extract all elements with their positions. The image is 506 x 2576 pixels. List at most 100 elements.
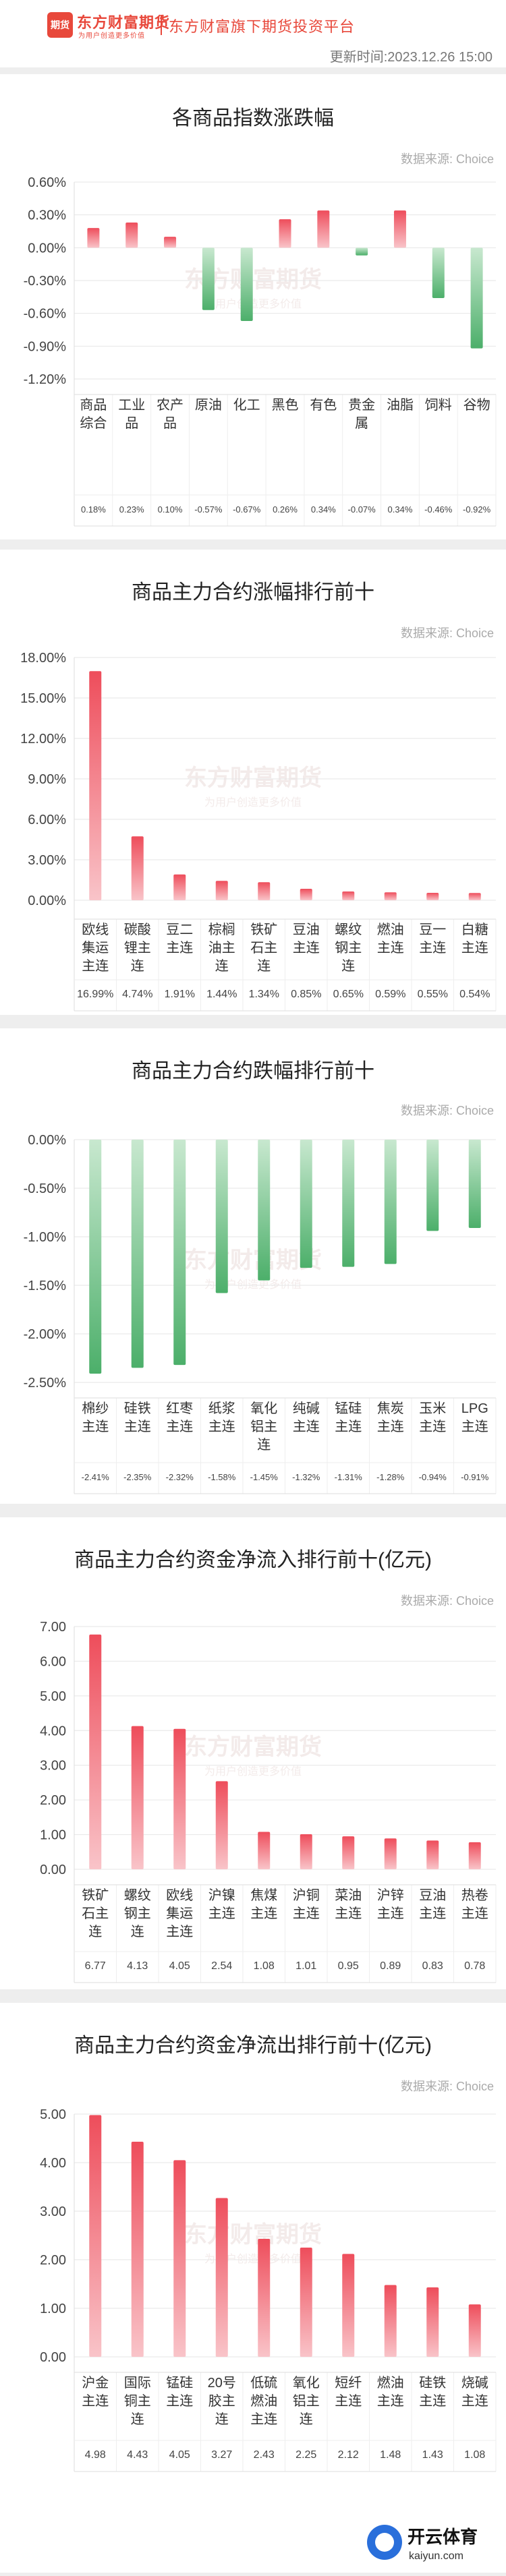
data-label: 0.85% bbox=[291, 989, 321, 1000]
bar bbox=[342, 1836, 355, 1869]
data-label: 0.34% bbox=[311, 504, 336, 515]
x-category-label: 主连 bbox=[461, 2393, 488, 2409]
bar bbox=[125, 223, 138, 248]
y-tick-label: 0.00 bbox=[40, 1863, 66, 1877]
x-category-label: 螺纹 bbox=[335, 922, 362, 937]
x-category-label: 燃油 bbox=[377, 2375, 404, 2391]
data-label: 4.05 bbox=[169, 1960, 190, 1972]
page-header: 期货 东方财富期货 为用户创造更多价值 东方财富旗下期货投资平台 更新时间:20… bbox=[0, 0, 506, 67]
y-tick-label: 7.00 bbox=[40, 1620, 66, 1635]
bar bbox=[384, 1140, 397, 1264]
watermark-sub: 为用户创造更多价值 bbox=[204, 1765, 302, 1778]
footer-logo-icon-inner bbox=[375, 2533, 394, 2552]
data-label: 6.77 bbox=[85, 1960, 106, 1972]
bar bbox=[300, 2248, 312, 2357]
chart-source: 数据来源: Choice bbox=[400, 1594, 494, 1608]
x-category-label: 主连 bbox=[166, 2393, 193, 2409]
x-category-label: 纯碱 bbox=[293, 1401, 320, 1416]
y-tick-label: -0.50% bbox=[24, 1181, 67, 1196]
x-category-label: 棕榈 bbox=[208, 922, 235, 937]
update-time-line: 更新时间:2023.12.26 15:00 bbox=[330, 46, 493, 65]
x-category-label: 豆二 bbox=[166, 923, 193, 937]
x-category-label: 主连 bbox=[208, 1419, 235, 1434]
x-category-label: 主连 bbox=[82, 958, 109, 974]
x-category-label: 豆油 bbox=[293, 922, 320, 937]
x-category-label: 20号 bbox=[208, 2376, 236, 2391]
x-category-label: 综合 bbox=[80, 415, 107, 431]
chart-title: 商品主力合约资金净流入排行前十(亿元) bbox=[74, 1549, 432, 1571]
x-category-label: 油脂 bbox=[387, 397, 414, 413]
x-category-label: 集运 bbox=[82, 940, 109, 956]
data-label: 1.43 bbox=[422, 2449, 443, 2461]
data-label: 2.12 bbox=[338, 2449, 359, 2461]
x-category-label: 氧化 bbox=[293, 2375, 320, 2391]
x-category-label: 低硫 bbox=[250, 2375, 277, 2391]
bar bbox=[432, 247, 445, 298]
chart-index-change: 东方财富期货为用户创造更多价值0.60%0.30%0.00%-0.30%-0.6… bbox=[24, 175, 497, 527]
y-tick-label: -0.60% bbox=[24, 307, 67, 322]
y-tick-label: -2.50% bbox=[24, 1376, 67, 1391]
x-category-label: 硅铁 bbox=[419, 2375, 446, 2391]
bar bbox=[89, 671, 102, 900]
bar bbox=[426, 1140, 439, 1231]
x-category-label: 胶主 bbox=[208, 2393, 235, 2409]
data-label: 1.08 bbox=[464, 2449, 485, 2461]
data-label: 1.34% bbox=[249, 989, 279, 1000]
watermark-sub: 为用户创造更多价值 bbox=[204, 2253, 302, 2265]
x-category-label: 主连 bbox=[419, 1906, 446, 1921]
bar bbox=[342, 1140, 355, 1267]
bar bbox=[468, 1140, 481, 1229]
x-category-label: 焦煤 bbox=[250, 1887, 277, 1903]
x-category-label: 连 bbox=[257, 958, 271, 974]
watermark-text: 东方财富期货 bbox=[184, 1247, 322, 1273]
x-category-label: 主连 bbox=[377, 1419, 404, 1434]
data-label: 0.10% bbox=[158, 504, 183, 515]
bar bbox=[215, 881, 228, 900]
x-category-label: 铜主 bbox=[124, 2393, 151, 2409]
brand-divider bbox=[161, 15, 162, 35]
chart-title: 商品主力合约跌幅排行前十 bbox=[132, 1060, 374, 1082]
y-tick-label: -1.00% bbox=[24, 1230, 67, 1245]
bar bbox=[164, 237, 177, 248]
y-tick-label: 0.30% bbox=[28, 208, 66, 223]
y-tick-label: 12.00% bbox=[20, 732, 66, 747]
footer-brand-logo: 开云体育 kaiyun.com bbox=[367, 2525, 478, 2562]
x-category-label: 硅铁 bbox=[124, 1401, 151, 1416]
bar bbox=[131, 1140, 144, 1368]
data-label: 0.59% bbox=[375, 989, 405, 1000]
x-category-label: 欧线 bbox=[166, 1887, 193, 1903]
bar bbox=[300, 1140, 312, 1268]
x-category-label: 铁矿 bbox=[82, 1887, 109, 1903]
bar bbox=[258, 1140, 271, 1281]
x-category-label: 主连 bbox=[82, 1419, 109, 1434]
x-category-label: LPG bbox=[461, 1401, 488, 1416]
bar bbox=[393, 210, 406, 248]
x-category-label: 主连 bbox=[461, 1419, 488, 1434]
data-label: 1.44% bbox=[206, 989, 237, 1000]
watermark-text: 东方财富期货 bbox=[184, 1734, 322, 1760]
x-category-label: 主连 bbox=[166, 1924, 193, 1939]
chart-panel-net-inflow: 商品主力合约资金净流入排行前十(亿元) 数据来源: Choice 东方财富期货为… bbox=[0, 1517, 506, 1989]
x-category-label: 氧化 bbox=[250, 1401, 277, 1416]
y-tick-label: 6.00 bbox=[40, 1654, 66, 1669]
y-tick-label: 2.00 bbox=[40, 2253, 66, 2268]
data-label: 0.34% bbox=[388, 504, 413, 515]
x-category-label: 棉纱 bbox=[82, 1401, 109, 1416]
bar bbox=[131, 836, 144, 900]
watermark-sub: 为用户创造更多价值 bbox=[204, 796, 302, 809]
bar bbox=[240, 247, 253, 322]
data-label: -0.94% bbox=[419, 1472, 447, 1482]
data-label: 0.89 bbox=[380, 1960, 401, 1972]
data-label: 4.74% bbox=[122, 989, 152, 1000]
x-category-label: 主连 bbox=[461, 940, 488, 956]
x-category-label: 短纤 bbox=[335, 2375, 362, 2391]
x-category-label: 工业 bbox=[118, 397, 145, 413]
data-label: 2.25 bbox=[296, 2449, 316, 2461]
bar bbox=[173, 1728, 186, 1869]
data-label: -0.57% bbox=[194, 504, 223, 515]
x-category-label: 集运 bbox=[166, 1906, 193, 1921]
data-label: -0.91% bbox=[461, 1472, 489, 1482]
platform-name: 东方财富旗下期货投资平台 bbox=[169, 18, 356, 35]
x-category-label: 燃油 bbox=[377, 922, 404, 937]
